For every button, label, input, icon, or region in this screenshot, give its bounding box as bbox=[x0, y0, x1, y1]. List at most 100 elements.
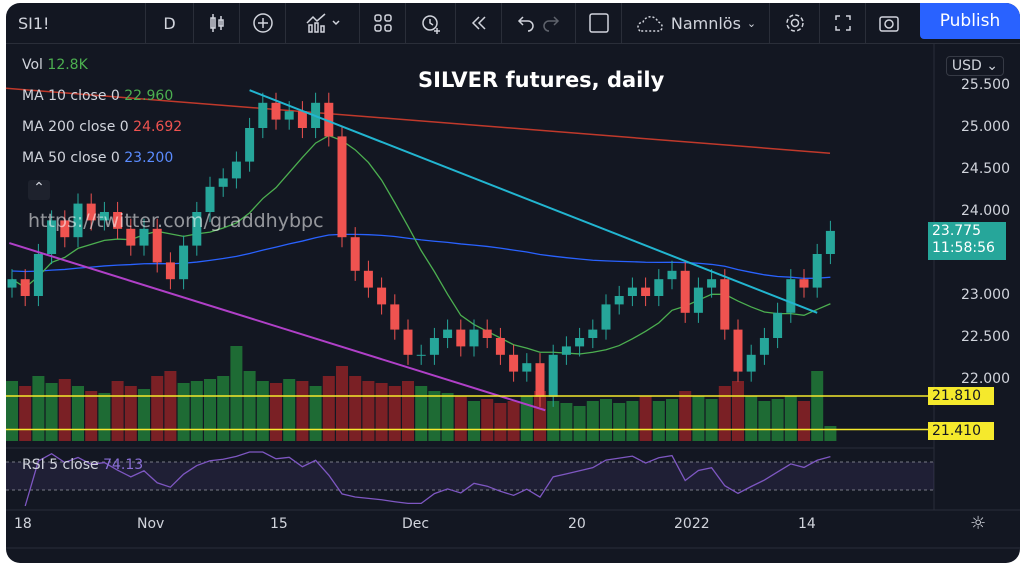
indicators-icon[interactable] bbox=[286, 3, 360, 43]
candle-body bbox=[33, 254, 43, 296]
auto-scale-icon[interactable]: ☼ bbox=[970, 513, 987, 534]
volume-bar bbox=[428, 391, 441, 441]
candle-body bbox=[482, 329, 492, 338]
candle-body bbox=[165, 262, 175, 280]
fullscreen-icon[interactable] bbox=[820, 3, 866, 43]
candle-body bbox=[179, 245, 189, 280]
alert-icon[interactable] bbox=[406, 3, 456, 43]
candle-body bbox=[812, 254, 822, 288]
trendline bbox=[9, 242, 546, 412]
time-label: 18 bbox=[14, 516, 32, 532]
symbol-search[interactable]: SI1! bbox=[6, 3, 146, 43]
volume-bar bbox=[652, 401, 665, 441]
candle-body bbox=[337, 136, 347, 238]
volume-bar bbox=[309, 386, 322, 441]
candle-body bbox=[759, 338, 769, 355]
volume-bar bbox=[296, 381, 309, 441]
replay-icon[interactable] bbox=[456, 3, 502, 43]
candle-body bbox=[245, 128, 255, 162]
candles-icon[interactable] bbox=[194, 3, 240, 43]
layout-name-button[interactable]: Namnlös ⌄ bbox=[622, 3, 770, 43]
candle-body bbox=[548, 354, 558, 397]
interval-label: D bbox=[163, 13, 176, 33]
volume-bar bbox=[507, 401, 520, 441]
candle-body bbox=[561, 346, 571, 355]
volume-bar bbox=[230, 346, 243, 441]
rsi-band bbox=[6, 462, 934, 490]
volume-bar bbox=[745, 396, 758, 441]
legend-ma10[interactable]: MA 10 close 0 22.960 bbox=[22, 88, 174, 104]
fullscreen-box-icon[interactable] bbox=[576, 3, 622, 43]
rsi-line bbox=[24, 451, 831, 507]
volume-bar bbox=[718, 386, 731, 441]
candle-body bbox=[416, 354, 426, 356]
candle-body bbox=[627, 287, 637, 296]
volume-bar bbox=[732, 381, 744, 441]
candle-body bbox=[614, 296, 624, 305]
undo-icon[interactable] bbox=[517, 14, 535, 32]
time-label: 15 bbox=[270, 516, 288, 532]
legend-rsi[interactable]: RSI 5 close 74.13 bbox=[22, 457, 144, 473]
volume-bar bbox=[204, 379, 216, 441]
symbol-label: SI1! bbox=[18, 13, 50, 33]
settings-gear-icon[interactable] bbox=[770, 3, 820, 43]
redo-icon[interactable] bbox=[542, 14, 560, 32]
ma200-line bbox=[5, 87, 831, 154]
volume-bar bbox=[705, 399, 718, 441]
candle-body bbox=[641, 287, 651, 296]
candle-body bbox=[773, 312, 783, 338]
price-label: 23.000 bbox=[961, 287, 1010, 303]
candle-body bbox=[403, 329, 413, 355]
candle-body bbox=[575, 338, 585, 347]
legend-ma200[interactable]: MA 200 close 0 24.692 bbox=[22, 119, 183, 135]
legend-volume: Vol 12.8K bbox=[22, 57, 88, 73]
volume-bar bbox=[111, 381, 124, 441]
volume-bar bbox=[270, 383, 282, 441]
volume-bar bbox=[679, 391, 692, 441]
legend-ma50[interactable]: MA 50 close 0 23.200 bbox=[22, 150, 174, 166]
candle-body bbox=[535, 363, 545, 397]
price-label: 24.000 bbox=[961, 203, 1010, 219]
candle-body bbox=[456, 329, 466, 347]
volume-bar bbox=[573, 406, 586, 441]
candle-body bbox=[588, 329, 598, 338]
level-tag: 21.810 bbox=[928, 387, 994, 405]
add-indicator-icon[interactable] bbox=[240, 3, 286, 43]
toolbar: SI1! D Namnlös ⌄ Publish bbox=[6, 3, 1020, 44]
interval-button[interactable]: D bbox=[146, 3, 194, 43]
candle-body bbox=[693, 287, 703, 313]
volume-bar bbox=[217, 376, 230, 441]
publish-button[interactable]: Publish bbox=[920, 3, 1020, 39]
candle-body bbox=[509, 354, 519, 372]
chart-window: SI1! D Namnlös ⌄ Publish bbox=[6, 3, 1020, 563]
candle-body bbox=[73, 203, 83, 238]
volume-bar bbox=[243, 371, 256, 441]
camera-icon[interactable] bbox=[866, 3, 912, 43]
volume-bar bbox=[58, 379, 71, 441]
watermark: https://twitter.com/graddhybpc bbox=[28, 210, 324, 232]
candle-body bbox=[86, 203, 96, 221]
volume-bar bbox=[468, 401, 480, 441]
undo-redo bbox=[502, 3, 576, 43]
layout-grid-icon[interactable] bbox=[360, 3, 406, 43]
volume-bar bbox=[454, 396, 467, 441]
time-label: 20 bbox=[568, 516, 586, 532]
volume-bar bbox=[349, 376, 362, 441]
candle-body bbox=[799, 279, 809, 288]
candle-body bbox=[271, 102, 281, 120]
volume-bar bbox=[692, 396, 705, 441]
volume-bar bbox=[402, 381, 414, 441]
currency-select[interactable]: USD ⌄ bbox=[945, 56, 1004, 76]
volume-bar bbox=[45, 383, 58, 441]
collapse-legend-icon[interactable]: ⌃ bbox=[28, 180, 50, 200]
volume-bar bbox=[626, 401, 639, 441]
volume-bar bbox=[824, 426, 837, 441]
candle-body bbox=[258, 102, 268, 128]
candle-body bbox=[667, 270, 677, 280]
chevron-down-icon: ⌄ bbox=[746, 16, 757, 30]
volume-bar bbox=[811, 371, 824, 441]
candle-body bbox=[601, 304, 611, 330]
ma50-line bbox=[11, 233, 831, 280]
candle-body bbox=[654, 279, 664, 296]
